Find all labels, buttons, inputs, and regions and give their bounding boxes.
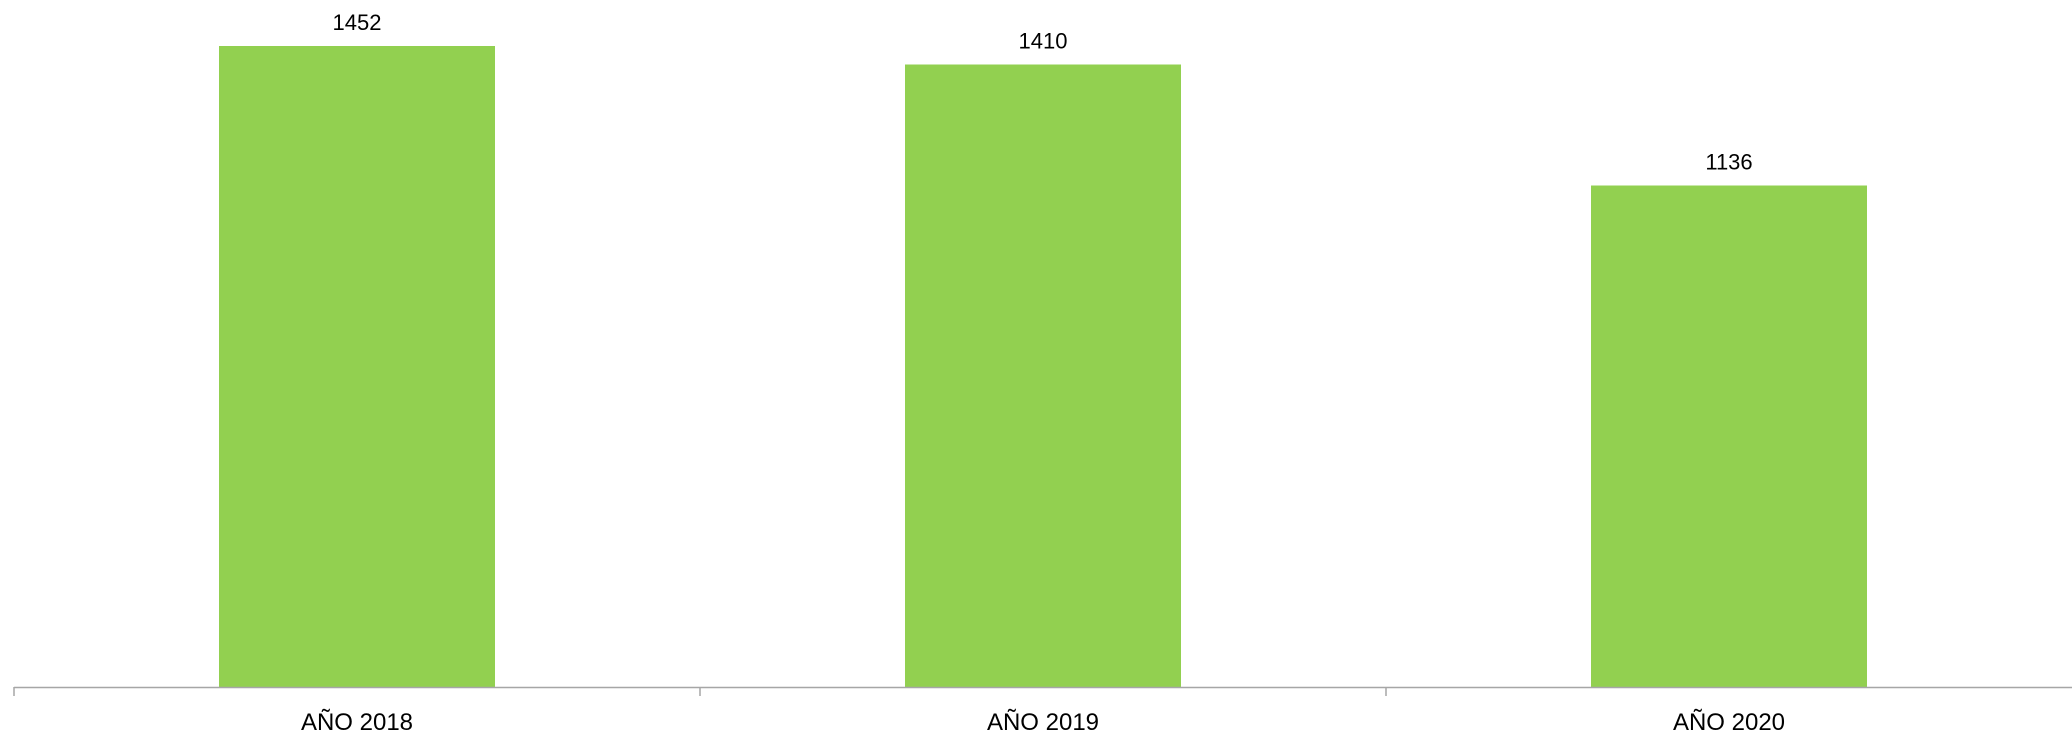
x-tick-label-3: AÑO 2020 xyxy=(1673,709,1785,736)
data-label-1: 1452 xyxy=(333,10,382,35)
data-label-3: 1136 xyxy=(1705,150,1752,175)
x-tick-label-2: AÑO 2019 xyxy=(987,709,1099,736)
data-labels-layer: 1452 1410 1136 xyxy=(333,10,1753,175)
bar-3 xyxy=(1591,185,1867,687)
bar-1 xyxy=(219,46,495,687)
x-axis: AÑO 2018 AÑO 2019 AÑO 2020 xyxy=(13,686,2072,736)
x-tick-label-1: AÑO 2018 xyxy=(301,709,413,736)
bars-layer xyxy=(219,46,1867,687)
data-label-2: 1410 xyxy=(1019,29,1068,54)
bar-2 xyxy=(905,64,1181,687)
